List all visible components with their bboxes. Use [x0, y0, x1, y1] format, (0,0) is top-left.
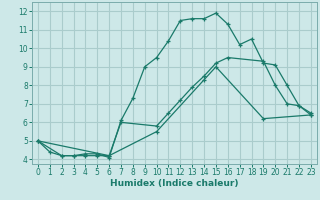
X-axis label: Humidex (Indice chaleur): Humidex (Indice chaleur)	[110, 179, 239, 188]
